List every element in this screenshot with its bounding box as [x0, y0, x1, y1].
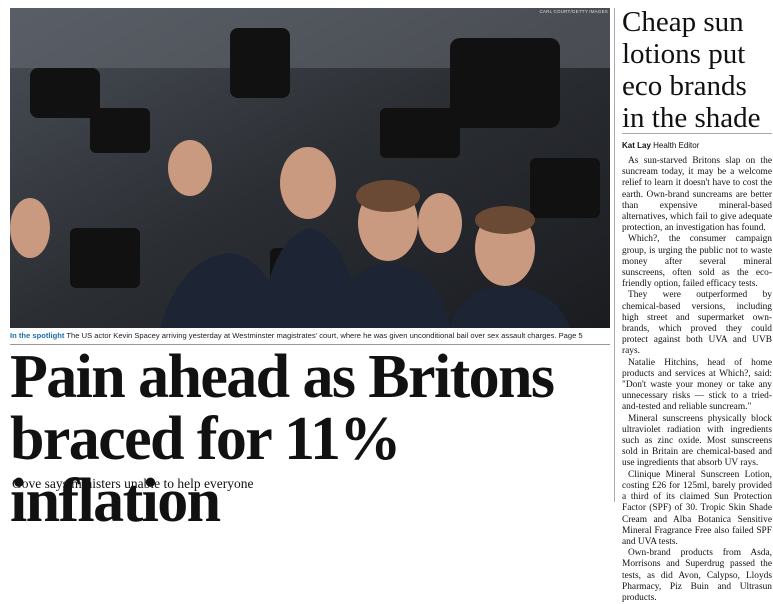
paragraph: Own-brand products from Asda, Morrisons …: [622, 548, 772, 603]
rule: [10, 344, 610, 345]
paragraph: Mineral sunscreens physically block ultr…: [622, 413, 772, 469]
caption-label: In the spotlight: [10, 331, 65, 340]
paragraph: Clinique Mineral Sunscreen Lotion, costi…: [622, 469, 772, 547]
byline-role: Health Editor: [653, 141, 700, 150]
side-headline: Cheap sun lotions put eco brands in the …: [622, 6, 761, 134]
column-rule: [614, 8, 615, 502]
paragraph: As sun-starved Britons slap on the suncr…: [622, 156, 772, 234]
news-photo: [10, 8, 610, 328]
caption-text: The US actor Kevin Spacey arriving yeste…: [66, 331, 583, 340]
byline: Kat Lay Health Editor: [622, 141, 699, 150]
photo-caption: In the spotlight The US actor Kevin Spac…: [10, 331, 612, 341]
paragraph: Natalie Hitchins, head of home products …: [622, 357, 772, 413]
article-body: As sun-starved Britons slap on the suncr…: [622, 156, 772, 604]
lead-headline: Pain ahead as Britons braced for 11% inf…: [10, 343, 555, 535]
photo-credit: CARL COURT/GETTY IMAGES: [539, 9, 608, 14]
lead-standfirst: Gove says ministers unable to help every…: [12, 476, 254, 491]
paragraph: Which?, the consumer campaign group, is …: [622, 234, 772, 290]
page: {"photo": {"credit": "CARL COURT/GETTY I…: [10, 6, 772, 603]
byline-name: Kat Lay: [622, 141, 651, 150]
rule: [622, 133, 772, 134]
paragraph: They were outperformed by chemical-based…: [622, 290, 772, 357]
